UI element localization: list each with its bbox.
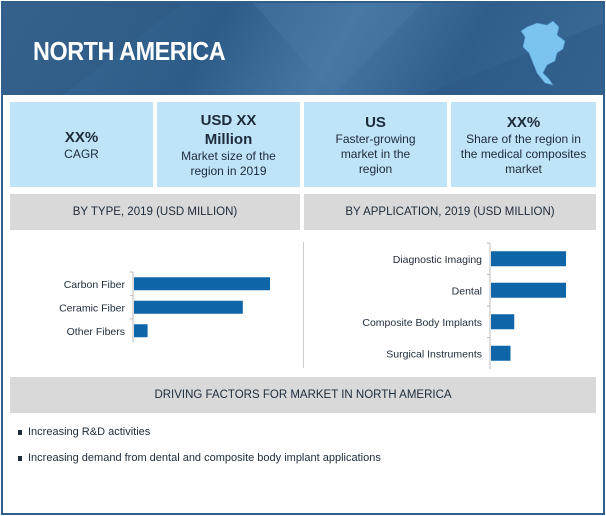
driving-factor-item: Increasing demand from dental and compos… (18, 452, 381, 464)
category-label: Dental (452, 285, 482, 297)
bar-surgical-instruments (491, 345, 511, 361)
stat-market-size: USD XX Million Market size of the region… (157, 102, 300, 187)
stat-region-share: XX% Share of the region in the medical c… (451, 102, 596, 187)
driving-factor-text: Increasing demand from dental and compos… (28, 452, 381, 464)
bar-diagnostic-imaging (491, 251, 566, 267)
bullet-icon (18, 429, 22, 435)
category-label: Carbon Fiber (64, 279, 126, 291)
by-application-chart: Diagnostic Imaging Dental Composite Body I… (362, 242, 566, 369)
stat-cagr: XX% CAGR (10, 102, 153, 187)
bar-composite-body-implants (491, 314, 515, 330)
by-type-header: BY TYPE, 2019 (USD MILLION) (10, 194, 300, 230)
stat-fastest-market: US Faster-growing market in the region (304, 102, 447, 187)
driving-factors-header: DRIVING FACTORS FOR MARKET IN NORTH AMER… (10, 377, 596, 413)
stat-value: XX% (506, 113, 541, 131)
chart-divider (303, 242, 304, 368)
category-label: Diagnostic Imaging (393, 254, 482, 266)
by-application-header: BY APPLICATION, 2019 (USD MILLION) (304, 194, 596, 230)
category-label: Surgical Instruments (386, 348, 482, 360)
stat-label: Market size of the region in 2019 (181, 148, 276, 178)
category-label: Composite Body Implants (362, 317, 482, 329)
header-banner: NORTH AMERICA (3, 3, 603, 95)
driving-factor-item: Increasing R&D activities (18, 426, 150, 438)
stat-label: Share of the region in the medical compo… (460, 131, 587, 176)
bar-other-fibers (134, 324, 148, 338)
stat-value: US (365, 113, 386, 131)
category-label: Ceramic Fiber (59, 302, 125, 314)
stat-label: Faster-growing market in the region (335, 131, 416, 176)
category-label: Other Fibers (67, 326, 125, 338)
bar-ceramic-fiber (134, 300, 243, 314)
by-type-chart: Carbon Fiber Ceramic Fiber Other Fibers (59, 271, 270, 343)
driving-factor-text: Increasing R&D activities (28, 426, 151, 438)
stat-label: CAGR (64, 146, 99, 161)
north-america-map-icon (520, 21, 566, 86)
stat-value: USD XX Million (200, 111, 257, 148)
stat-value: XX% (64, 128, 99, 146)
bar-carbon-fiber (134, 277, 270, 291)
bullet-icon (18, 455, 22, 461)
page-title: NORTH AMERICA (33, 36, 226, 66)
bar-dental (491, 282, 566, 298)
